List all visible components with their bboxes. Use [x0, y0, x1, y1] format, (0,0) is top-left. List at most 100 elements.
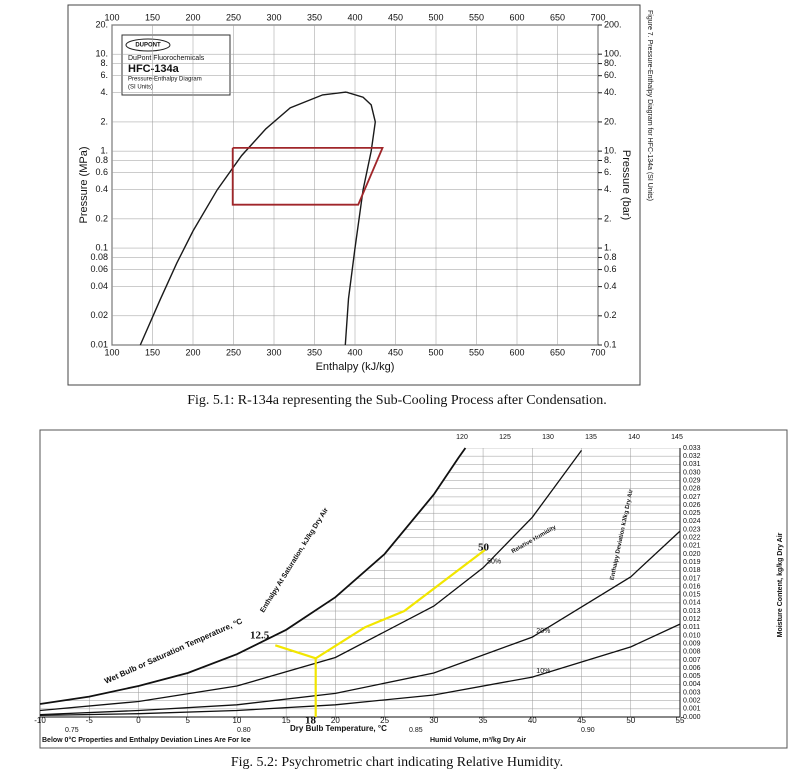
- y-tick-label: 0.1: [95, 242, 108, 252]
- y-tick-label: 0.033: [683, 445, 701, 452]
- volume-label: 0.85: [409, 727, 423, 734]
- top-enthalpy-label: 140: [628, 434, 640, 441]
- y-tick-label: 0.010: [683, 632, 701, 639]
- y-tick-label: 0.011: [683, 624, 700, 631]
- y-tick-label: 0.4: [95, 184, 108, 194]
- y2-tick-label: 0.2: [604, 310, 617, 320]
- x-tick-label: 100: [104, 347, 119, 357]
- x-tick-label-top: 100: [104, 12, 119, 22]
- x-tick-label-top: 700: [590, 12, 605, 22]
- units-note: (SI Units): [128, 85, 153, 91]
- rh-label: 20%: [536, 628, 550, 635]
- data-line: [231, 147, 384, 206]
- y-tick-label: 0.002: [683, 698, 701, 705]
- y2-tick-label: 0.6: [604, 264, 617, 274]
- y-tick-label: 0.021: [683, 543, 701, 550]
- top-enthalpy-label: 145: [671, 434, 683, 441]
- y-tick-label: 0.007: [683, 657, 701, 664]
- y-tick-label: 0.003: [683, 689, 701, 696]
- x-tick-label: 500: [428, 347, 443, 357]
- note: Below 0°C Properties and Enthalpy Deviat…: [42, 736, 251, 744]
- y-axis-label: Moisture Content, kg/kg Dry Air: [777, 532, 784, 637]
- y-tick-label: 0.008: [683, 649, 701, 656]
- x-axis-label: Dry Bulb Temperature, °C: [290, 724, 387, 733]
- y2-tick-label: 0.4: [604, 281, 617, 291]
- x-tick-label-top: 600: [509, 12, 524, 22]
- data-line: [39, 623, 681, 717]
- y2-tick-label: 80.: [604, 58, 617, 68]
- y-tick-label: 0.032: [683, 453, 701, 460]
- y-tick-label: 0.023: [683, 526, 701, 533]
- brand: DuPont Fluorochemicals: [128, 55, 205, 62]
- x-tick-label-top: 650: [550, 12, 565, 22]
- x-tick-label-top: 300: [266, 12, 281, 22]
- logo: DUPONT: [135, 43, 161, 49]
- y-tick-label: 0.026: [683, 502, 701, 509]
- x-tick-label: 45: [577, 716, 586, 725]
- y-tick-label: 0.018: [683, 567, 701, 574]
- x-tick-label: -5: [86, 716, 94, 725]
- y2-tick-label: 20.: [604, 116, 617, 126]
- wet-bulb-label: Wet Bulb or Saturation Temperature, °C: [103, 616, 244, 685]
- y2-tick-label: 6.: [604, 167, 612, 177]
- y-tick-label: 1.: [100, 145, 108, 155]
- figure-frame: [39, 429, 788, 749]
- y-tick-label: 0.013: [683, 608, 701, 615]
- y-tick-label: 0.06: [90, 264, 108, 274]
- y-tick-label: 0.022: [683, 535, 701, 542]
- y-tick-label: 0.009: [683, 640, 701, 647]
- y-tick-label: 0.2: [95, 213, 108, 223]
- y-tick-label: 10.: [95, 49, 108, 59]
- annotation: 12.5: [250, 630, 270, 642]
- x-tick-label: 15: [282, 716, 291, 725]
- y-tick-label: 8.: [100, 58, 108, 68]
- x-tick-label-top: 450: [388, 12, 403, 22]
- x-tick-label: 400: [347, 347, 362, 357]
- y-tick-label: 0.027: [683, 494, 701, 501]
- volume-label: 0.90: [581, 727, 595, 734]
- data-line: [274, 644, 317, 660]
- side-title: Figure 7. Pressure-Enthalpy Diagram for …: [646, 10, 653, 201]
- x-tick-label: 600: [509, 347, 524, 357]
- y-tick-label: 0.04: [90, 281, 108, 291]
- annotation: 18: [305, 715, 317, 727]
- x-tick-label: 0: [136, 716, 141, 725]
- y-tick-label: 0.02: [90, 310, 108, 320]
- x-tick-label: 450: [388, 347, 403, 357]
- rh-label: 10%: [536, 668, 550, 675]
- y-tick-label: 4.: [100, 87, 108, 97]
- y2-tick-label: 100.: [604, 49, 622, 59]
- y-tick-label: 0.015: [683, 592, 701, 599]
- x-tick-label: 700: [590, 347, 605, 357]
- y2-tick-label: 0.8: [604, 252, 617, 262]
- top-enthalpy-label: 120: [456, 434, 468, 441]
- x-axis-label: Enthalpy (kJ/kg): [316, 361, 395, 373]
- top-enthalpy-label: 130: [542, 434, 554, 441]
- y-tick-label: 20.: [95, 19, 108, 29]
- x-tick-label: 150: [145, 347, 160, 357]
- y-tick-label: 0.029: [683, 477, 701, 484]
- x-tick-label-top: 350: [307, 12, 322, 22]
- data-line: [139, 91, 347, 346]
- y-tick-label: 0.016: [683, 583, 701, 590]
- y-tick-label: 0.001: [683, 706, 701, 713]
- y-tick-label: 0.8: [95, 155, 108, 165]
- x-tick-label: 550: [469, 347, 484, 357]
- y-tick-label: 0.017: [683, 575, 701, 582]
- annotation: 50: [478, 542, 490, 554]
- y-tick-label: 2.: [100, 116, 108, 126]
- y2-tick-label: 0.1: [604, 339, 617, 349]
- y2-axis-label: Pressure (bar): [620, 150, 632, 220]
- x-tick-label: 20: [331, 716, 340, 725]
- x-tick-label: 30: [429, 716, 438, 725]
- y-tick-label: 0.028: [683, 486, 701, 493]
- y-tick-label: 0.025: [683, 510, 701, 517]
- y-axis-label: Pressure (MPa): [78, 146, 90, 223]
- chart-title: HFC-134a: [128, 63, 180, 75]
- y2-tick-label: 40.: [604, 87, 617, 97]
- data-line: [344, 91, 377, 346]
- y-tick-label: 0.014: [683, 600, 701, 607]
- y-tick-label: 0.005: [683, 673, 701, 680]
- y2-tick-label: 60.: [604, 70, 617, 80]
